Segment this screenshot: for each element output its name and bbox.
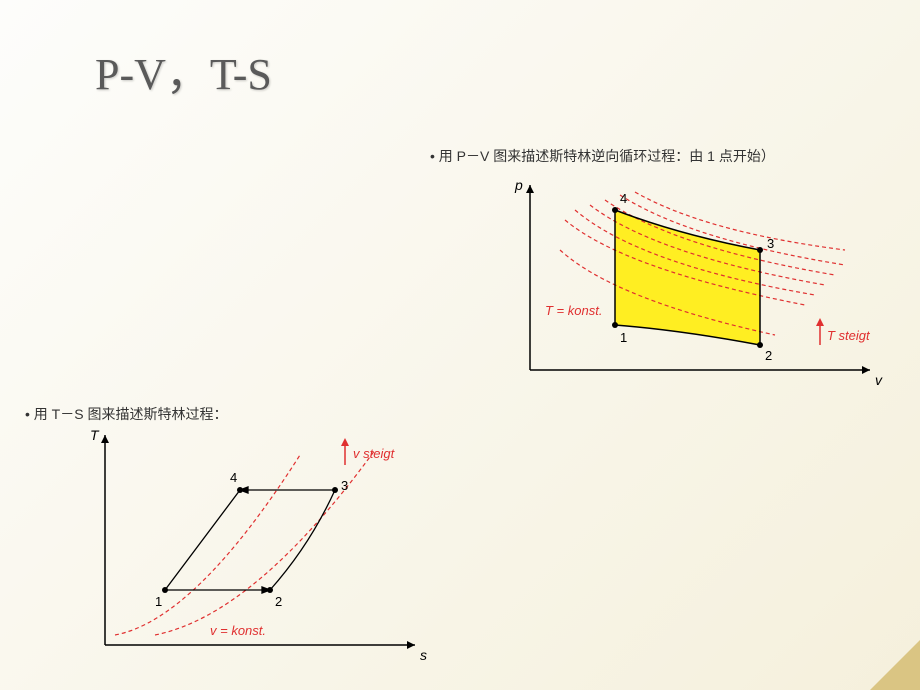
corner-accent xyxy=(870,640,920,690)
svg-text:T steigt: T steigt xyxy=(827,328,871,343)
svg-text:v steigt: v steigt xyxy=(353,446,396,461)
ts-diagram: s T 1 2 3 4 v = konst. v steigt xyxy=(45,410,445,680)
pv-y-axis-label: p xyxy=(514,177,523,193)
svg-text:3: 3 xyxy=(767,236,774,251)
bullet-pv-text: 用 P－V 图来描述斯特林逆向循环过程：由 1 点开始） xyxy=(430,146,775,166)
ts-isochores xyxy=(115,450,375,635)
ts-points: 1 2 3 4 xyxy=(155,470,348,609)
pv-t-konst-label: T = konst. xyxy=(545,303,602,318)
svg-text:1: 1 xyxy=(620,330,627,345)
pv-cycle-fill xyxy=(615,210,760,345)
page-title: P-V，T-S xyxy=(95,38,272,102)
svg-text:4: 4 xyxy=(230,470,237,485)
svg-text:4: 4 xyxy=(620,191,627,206)
pv-t-steigt: T steigt xyxy=(816,318,871,345)
svg-text:2: 2 xyxy=(765,348,772,363)
pv-diagram: v p 1 2 3 4 T = konst. T steigt xyxy=(475,170,895,400)
ts-v-konst-label: v = konst. xyxy=(210,623,266,638)
svg-text:2: 2 xyxy=(275,594,282,609)
ts-x-axis-label: s xyxy=(420,647,427,663)
ts-y-axis-label: T xyxy=(90,427,100,443)
pv-x-axis-label: v xyxy=(875,372,883,388)
ts-cycle-edges xyxy=(165,487,335,593)
svg-text:1: 1 xyxy=(155,594,162,609)
svg-text:3: 3 xyxy=(341,478,348,493)
ts-v-steigt: v steigt xyxy=(341,438,396,465)
